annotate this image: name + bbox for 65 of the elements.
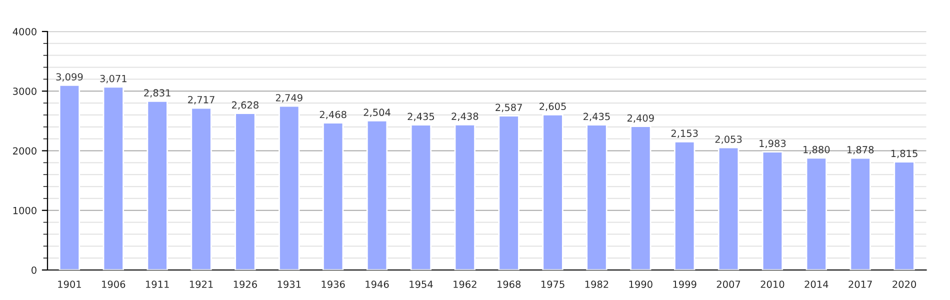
- data-label: 2,409: [627, 114, 654, 123]
- bar: [894, 161, 915, 270]
- x-tick-label: 1990: [629, 280, 652, 288]
- bar: [586, 124, 608, 270]
- x-tick-label: 2020: [892, 280, 916, 288]
- bar: [806, 157, 827, 270]
- data-label: 1,880: [804, 146, 830, 154]
- data-label: 2,153: [671, 130, 698, 138]
- bar: [366, 120, 388, 270]
- y-tick-label: 3000: [13, 88, 36, 95]
- y-tick-label: 4000: [12, 28, 36, 36]
- x-tick-label: 1901: [58, 280, 81, 288]
- data-label: 3,099: [56, 73, 83, 82]
- data-label: 1,815: [891, 150, 918, 158]
- x-tick-label: 1999: [673, 280, 696, 288]
- x-tick-label: 1911: [146, 280, 169, 288]
- y-tick-label: 0: [32, 266, 36, 274]
- x-tick-label: 1936: [322, 280, 345, 288]
- bar: [190, 107, 212, 270]
- data-label: 2,717: [188, 96, 214, 104]
- data-label: 2,605: [540, 102, 566, 112]
- x-tick-label: 1968: [498, 280, 521, 288]
- data-label: 2,749: [276, 94, 302, 102]
- y-tick-label: 1000: [13, 206, 36, 214]
- bar: [58, 84, 80, 270]
- data-label: 2,435: [408, 112, 434, 122]
- x-tick-label: 1931: [278, 280, 301, 288]
- x-tick-label: 2007: [716, 280, 740, 288]
- bar: [454, 124, 476, 270]
- x-tick-label: 1962: [454, 280, 476, 288]
- data-label: 2,435: [584, 112, 610, 122]
- bar: [762, 151, 784, 270]
- bar: [674, 140, 696, 270]
- bar: [850, 157, 871, 270]
- data-label: 2,438: [452, 112, 478, 121]
- x-tick-label: 1982: [585, 280, 608, 288]
- bar: [278, 105, 300, 270]
- bar: [630, 126, 652, 270]
- bar: [410, 124, 432, 270]
- data-label: 2,504: [364, 108, 390, 118]
- data-label: 2,628: [232, 101, 258, 110]
- bar: [102, 86, 124, 270]
- data-label: 3,071: [100, 74, 126, 84]
- data-label: 1,878: [847, 146, 874, 154]
- x-tick-label: 2017: [848, 280, 872, 288]
- bar: [498, 115, 520, 270]
- bar: [542, 114, 564, 270]
- bar: [234, 112, 256, 270]
- data-label: 2,831: [144, 89, 170, 98]
- x-tick-label: 2010: [760, 280, 784, 288]
- x-tick-label: 1926: [234, 280, 257, 288]
- x-tick-label: 1954: [410, 280, 433, 288]
- x-tick-label: 1906: [102, 280, 126, 288]
- data-label: 2,468: [320, 110, 346, 120]
- x-tick-label: 2014: [804, 280, 828, 288]
- bar: [718, 146, 740, 270]
- data-label: 2,587: [496, 104, 522, 112]
- x-tick-label: 1946: [366, 280, 389, 288]
- bar: [322, 122, 344, 270]
- data-label: 1,983: [760, 140, 786, 148]
- data-label: 2,053: [715, 136, 742, 144]
- y-tick-label: 2000: [13, 147, 36, 155]
- x-tick-label: 1975: [541, 280, 564, 288]
- bar: [146, 100, 168, 270]
- x-tick-label: 1921: [190, 280, 213, 288]
